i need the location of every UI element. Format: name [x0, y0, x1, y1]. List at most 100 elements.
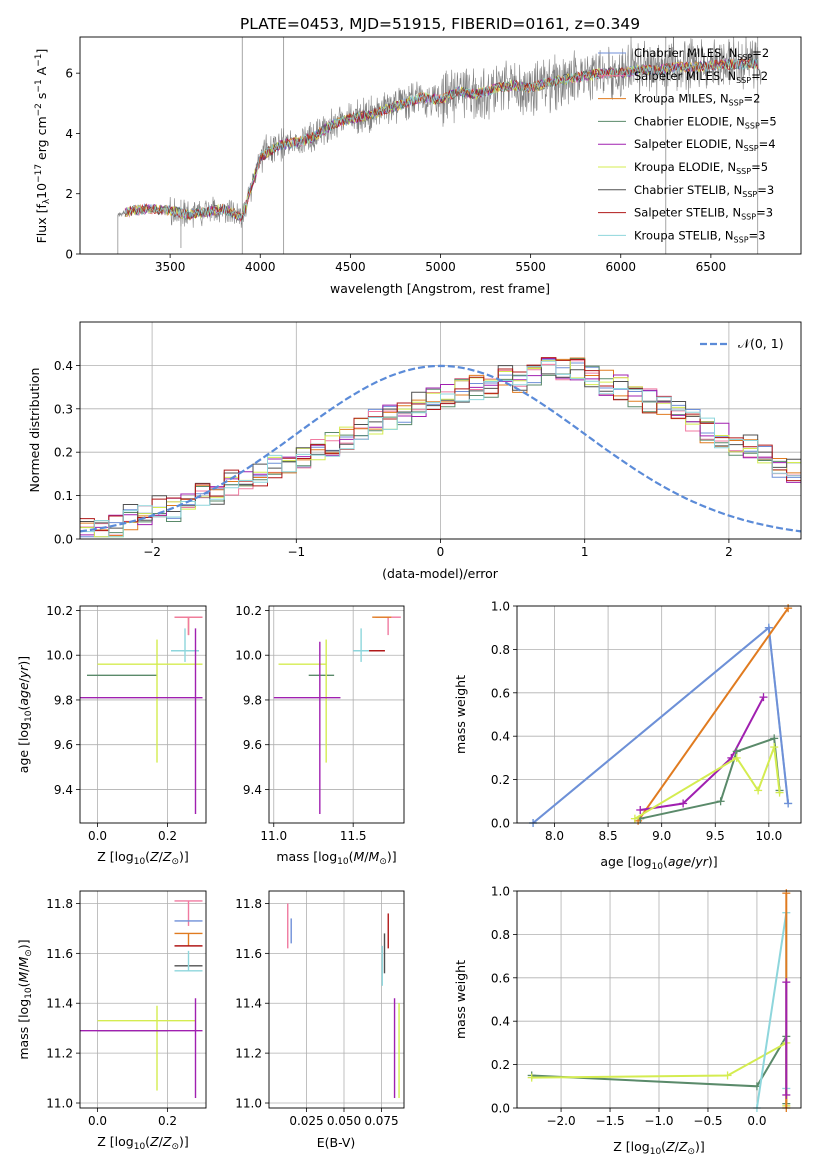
y-tick-label: 0.6	[491, 971, 510, 985]
error-bar-point	[171, 628, 199, 662]
y-tick-label: 0	[65, 248, 73, 262]
mass_vs_EBV-axes: 0.025 0.050 0.075 11.0 11.2 11.4 11.6 11.8	[235, 891, 404, 1128]
x-tick-label: −1.5	[595, 1114, 624, 1128]
x-tick-label: 0.025	[289, 1114, 323, 1128]
figure-title: PLATE=0453, MJD=51915, FIBERID=0161, z=0…	[240, 15, 640, 33]
x-tick-label: 0	[437, 545, 445, 559]
x-tick-label: 5000	[425, 260, 456, 274]
x-tick-label: 9.5	[706, 829, 725, 843]
axes-frame	[79, 321, 802, 540]
residual-histogram	[80, 360, 801, 538]
y-tick-label: 11.8	[235, 897, 262, 911]
age_vs_Z-axes: 0.0 0.2 9.4 9.6 9.8 10.0 10.2	[46, 604, 206, 843]
y-tick-label: 0.2	[491, 773, 510, 787]
axes-frame	[79, 890, 207, 1109]
error-bar-point	[174, 900, 203, 926]
error-bar-point	[174, 932, 203, 946]
y-tick-label: 0.8	[491, 643, 510, 657]
y-tick-label: 11.0	[235, 1097, 262, 1111]
y-tick-label: 10.2	[46, 604, 73, 618]
error-bar-point	[174, 950, 203, 972]
x-tick-label: 6000	[605, 260, 636, 274]
x-tick-label: 3500	[155, 260, 186, 274]
error-bar-point	[278, 639, 327, 763]
mass-weight-series	[636, 693, 768, 814]
y-tick-label: 11.2	[46, 1047, 73, 1061]
legend-label: Chabrier ELODIE, NSSP=5	[634, 114, 777, 130]
mass_weight_vs_Z-xlabel: Z [log10(Z/Z⊙)]	[613, 1139, 705, 1157]
mass_vs_Z-ylabel: mass [log10(M/M⊙)]	[16, 939, 34, 1059]
x-tick-label: 0.0	[747, 1114, 766, 1128]
x-tick-label: 10.0	[755, 829, 782, 843]
error-bar-point	[353, 628, 370, 662]
y-tick-label: 0.0	[54, 533, 73, 547]
axes-frame	[268, 890, 405, 1109]
y-tick-label: 1.0	[491, 600, 510, 614]
x-tick-label: 4500	[335, 260, 366, 274]
x-tick-label: −2.0	[546, 1114, 575, 1128]
y-tick-label: 9.8	[54, 693, 73, 707]
x-tick-label: 1	[581, 545, 589, 559]
axes-frame	[516, 890, 802, 1109]
age_vs_mass-axes: 11.0 11.5 9.4 9.6 9.8 10.0 10.2	[235, 604, 404, 843]
error-bar-point	[80, 998, 203, 1099]
residuals-ylabel: Normed distribution	[27, 368, 42, 493]
legend-label: Kroupa STELIB, NSSP=3	[634, 228, 765, 244]
error-bar-point	[97, 639, 203, 763]
y-tick-label: 10.0	[46, 649, 73, 663]
age_vs_Z-ylabel: age [log10(age/yr)]	[16, 656, 34, 773]
error-bar-point	[174, 616, 203, 636]
x-tick-label: 0.2	[158, 1114, 177, 1128]
y-tick-label: 9.8	[243, 693, 262, 707]
y-tick-label: 0.4	[491, 1015, 510, 1029]
age_vs_Z-xlabel: Z [log10(Z/Z⊙)]	[97, 849, 189, 867]
residual-histogram	[80, 358, 801, 536]
y-tick-label: 0.4	[491, 730, 510, 744]
x-tick-label: 6500	[696, 260, 727, 274]
x-tick-label: 8.5	[599, 829, 618, 843]
legend-label: Kroupa ELODIE, NSSP=5	[634, 160, 768, 176]
x-tick-label: −2	[143, 545, 161, 559]
y-tick-label: 11.0	[46, 1097, 73, 1111]
spectrum-ylabel: Flux [fλ10−17 erg cm−2 s−1 A−1]	[34, 49, 52, 244]
x-tick-label: 11.5	[340, 829, 367, 843]
x-tick-label: 0.075	[364, 1114, 398, 1128]
legend-label: 𝒩(0, 1)	[738, 336, 784, 351]
x-tick-label: −1.0	[644, 1114, 673, 1128]
mass-weight-series	[529, 623, 793, 827]
legend-label: Salpeter STELIB, NSSP=3	[634, 206, 773, 222]
mass-weight-series	[630, 743, 784, 823]
y-tick-label: 4	[65, 127, 73, 141]
spectrum-axes: 3500 4000 4500 5000 5500 6000 6500 0 2 4 6	[65, 67, 726, 274]
x-tick-label: 0.050	[327, 1114, 361, 1128]
x-tick-label: 0.0	[88, 829, 107, 843]
x-tick-label: 2	[725, 545, 733, 559]
error-bar-point	[80, 628, 203, 815]
residuals-xlabel: (data-model)/error	[382, 566, 499, 581]
y-tick-label: 11.4	[46, 997, 73, 1011]
y-tick-label: 0.2	[491, 1058, 510, 1072]
x-tick-label: 0.2	[158, 829, 177, 843]
mass-weight-series	[782, 978, 791, 1099]
y-tick-label: 0.1	[54, 489, 73, 503]
legend-label: Salpeter MILES, NSSP=2	[634, 69, 768, 85]
spectrum-model-line	[125, 58, 759, 221]
mass_vs_Z-xlabel: Z [log10(Z/Z⊙)]	[97, 1134, 189, 1152]
y-tick-label: 9.6	[243, 738, 262, 752]
mass_vs_Z-axes: 0.0 0.2 11.0 11.2 11.4 11.6 11.8	[46, 891, 206, 1128]
y-tick-label: 0.0	[491, 817, 510, 831]
gaussian-curve	[80, 364, 801, 533]
x-tick-label: 0.0	[88, 1114, 107, 1128]
legend-label: Kroupa MILES, NSSP=2	[634, 92, 760, 108]
mass_weight_vs_Z-axes: −2.0 −1.5 −1.0 −0.5 0.0 0.0 0.2 0.4 0.6 0.8 1.0	[491, 885, 801, 1128]
x-tick-label: −0.5	[693, 1114, 722, 1128]
y-tick-label: 9.6	[54, 738, 73, 752]
mass_weight_vs_Z-ylabel: mass weight	[453, 960, 468, 1039]
x-tick-label: 9.0	[652, 829, 671, 843]
y-tick-label: 0.6	[491, 686, 510, 700]
y-tick-label: 6	[65, 67, 73, 81]
y-tick-label: 0.2	[54, 446, 73, 460]
error-bar-point	[97, 1005, 196, 1091]
mass_weight_vs_age-axes: 8.0 8.5 9.0 9.5 10.0 0.0 0.2 0.4 0.6 0.8 1.0	[491, 600, 801, 843]
